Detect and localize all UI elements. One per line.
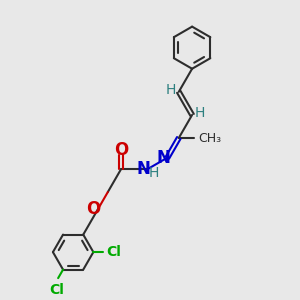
Text: Cl: Cl — [49, 283, 64, 297]
Text: Cl: Cl — [106, 245, 121, 259]
Text: H: H — [166, 82, 176, 97]
Text: O: O — [86, 200, 100, 218]
Text: H: H — [149, 166, 159, 180]
Text: O: O — [114, 141, 128, 159]
Text: CH₃: CH₃ — [198, 131, 221, 145]
Text: H: H — [195, 106, 205, 120]
Text: N: N — [136, 160, 150, 178]
Text: N: N — [156, 148, 170, 166]
